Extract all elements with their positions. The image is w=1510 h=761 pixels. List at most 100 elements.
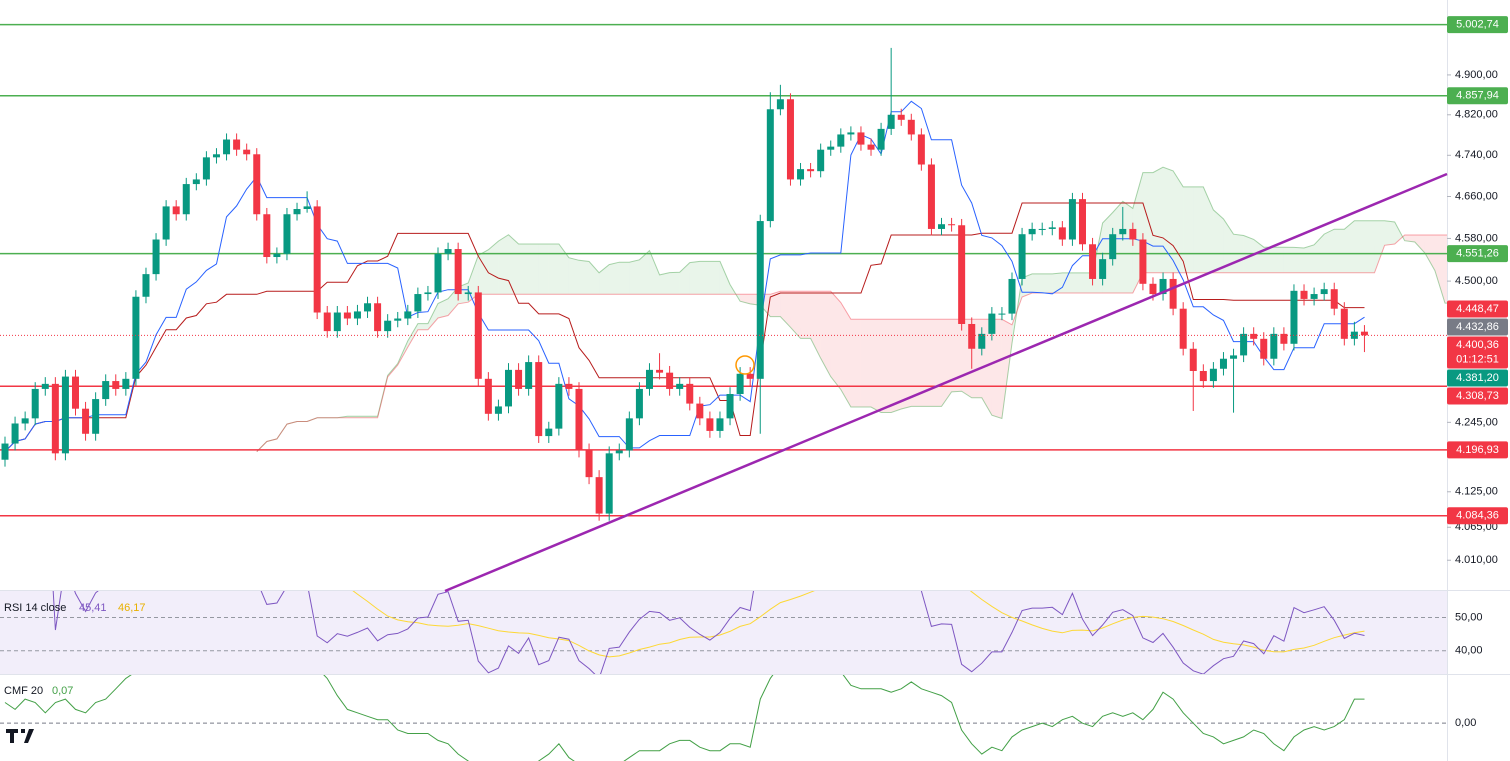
rsi-line <box>52 591 1365 674</box>
candle-body <box>11 423 19 444</box>
candle-body <box>927 164 935 229</box>
cloud-segment <box>820 291 831 377</box>
price-tag <box>1447 507 1508 525</box>
candle-body <box>827 146 835 150</box>
cloud-segment <box>1183 186 1194 273</box>
candle-body <box>1230 355 1238 359</box>
candle-body <box>776 99 784 110</box>
candle-body <box>756 221 764 379</box>
price-tag-label: 5.002,74 <box>1456 19 1499 31</box>
cmf-name: CMF 20 <box>4 685 43 697</box>
cloud-segment <box>1374 220 1385 273</box>
candle-body <box>233 139 241 150</box>
candle-body <box>515 369 523 389</box>
cloud-segment <box>347 416 358 418</box>
candle-body <box>897 114 905 120</box>
cloud-segment <box>931 319 942 407</box>
cloud-segment <box>619 262 630 295</box>
candle-body <box>817 149 825 172</box>
candle-body <box>837 134 845 147</box>
cmf-line <box>4 675 1365 761</box>
candle-body <box>162 206 170 240</box>
candle-body <box>605 453 613 514</box>
cloud-segment <box>911 319 922 407</box>
candle-body <box>645 369 653 389</box>
cloud-segment <box>891 319 902 413</box>
cloud-segment <box>1213 209 1224 273</box>
candle-body <box>313 206 321 313</box>
candle-body <box>505 369 512 407</box>
candle-body <box>706 418 714 431</box>
candle-body <box>1119 228 1127 235</box>
candle-body <box>1048 227 1056 229</box>
cloud-segment <box>699 261 710 295</box>
cloud-segment <box>850 319 861 407</box>
cloud-segment <box>599 264 610 295</box>
candle-body <box>414 294 422 312</box>
cloud-segment <box>1424 235 1435 271</box>
candle-body <box>1099 259 1107 279</box>
price-axis: 4.900,00 4.820,00 4.740,00 4.660,00 4.580,00… <box>1447 16 1508 729</box>
candle-body <box>202 157 210 180</box>
y-tick-label: 4.500,00 <box>1455 275 1498 287</box>
cloud-segment <box>1324 229 1335 273</box>
cloud-segment <box>609 262 620 295</box>
cloud-segment <box>558 243 569 295</box>
cloud-segment <box>921 319 932 407</box>
candle-body <box>857 132 865 145</box>
cloud-segment <box>830 291 841 390</box>
countdown: 01:12:51 <box>1456 353 1499 365</box>
rsi-band <box>0 591 1447 674</box>
price-tag <box>1447 318 1508 336</box>
marker-circle <box>735 355 755 375</box>
cloud-segment <box>538 243 549 295</box>
candle-body <box>766 109 774 222</box>
tenkan-line <box>4 100 1365 452</box>
cloud-segment <box>589 261 600 295</box>
price-tag <box>1447 16 1508 34</box>
candle-body <box>1340 308 1348 339</box>
cmf-pane <box>0 675 1447 761</box>
candle-body <box>253 154 261 215</box>
cloud-segment <box>800 291 811 339</box>
candle-body <box>71 376 79 409</box>
cloud-segment <box>1052 272 1063 293</box>
cloud-segment <box>1072 272 1083 293</box>
candle-body <box>565 383 573 389</box>
cloud-segment <box>1273 247 1284 273</box>
y-tick-label: 4.125,00 <box>1455 486 1498 498</box>
cloud-segment <box>1203 186 1214 273</box>
candle-body <box>625 418 633 451</box>
y-tick-label: 4.010,00 <box>1455 554 1498 566</box>
cloud-segment <box>578 260 590 295</box>
candle-body <box>1169 278 1177 309</box>
candle-body <box>212 154 220 158</box>
candle-body <box>1139 239 1147 284</box>
trend-line <box>444 172 1448 593</box>
candle-body <box>273 253 281 258</box>
y-tick-label: 4.580,00 <box>1455 232 1498 244</box>
cloud-segment <box>397 340 408 366</box>
cloud-segment <box>709 261 720 295</box>
candle-body <box>847 132 855 135</box>
candle-body <box>474 292 482 379</box>
cloud-segment <box>438 298 449 318</box>
cloud-segment <box>1263 247 1274 273</box>
candle-body <box>51 383 59 454</box>
candle-body <box>1350 331 1358 339</box>
candle-body <box>1109 234 1117 260</box>
candle-body <box>333 312 341 332</box>
cloud-segment <box>1112 201 1123 293</box>
cloud-segment <box>1334 229 1345 273</box>
cloud-segment <box>860 319 872 407</box>
candle-body <box>696 403 704 419</box>
candle-body <box>535 362 543 437</box>
candle-body <box>1159 278 1167 295</box>
price-tag <box>1447 369 1508 387</box>
candle-body <box>545 428 553 437</box>
candle-body <box>1008 278 1016 314</box>
candle-body <box>1360 331 1368 336</box>
price-tag <box>1447 336 1508 369</box>
candle-body <box>172 206 180 215</box>
